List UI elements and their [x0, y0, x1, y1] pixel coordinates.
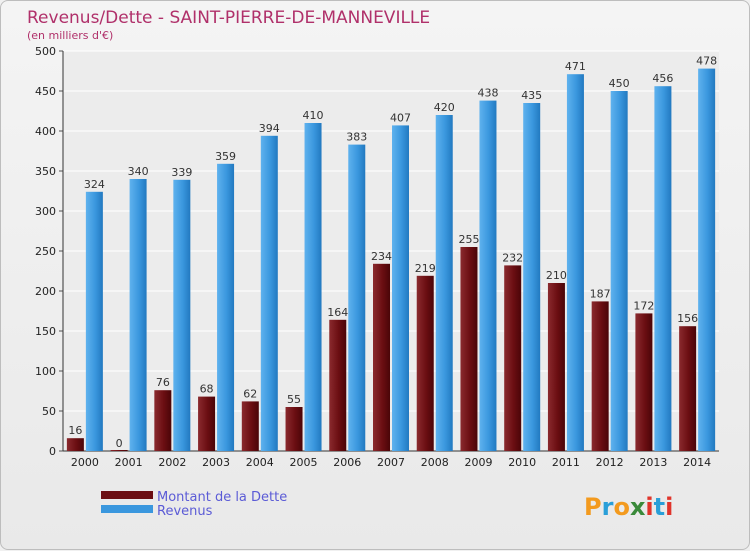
x-tick-label: 2004 — [246, 456, 274, 469]
chart-title: Revenus/Dette - SAINT-PIERRE-DE-MANNEVIL… — [27, 8, 430, 28]
debt-value-label: 55 — [287, 393, 301, 406]
x-tick-label: 2008 — [421, 456, 449, 469]
debt-value-label: 16 — [68, 424, 82, 437]
debt-bar — [416, 275, 434, 451]
revenue-bar — [85, 191, 103, 452]
revenue-value-label: 410 — [303, 109, 324, 122]
x-tick-label: 2012 — [596, 456, 624, 469]
legend-label-debt: Montant de la Dette — [157, 490, 287, 505]
y-tick-label: 100 — [35, 365, 56, 378]
debt-value-label: 210 — [546, 269, 567, 282]
revenue-bar — [260, 135, 278, 452]
debt-value-label: 164 — [327, 306, 348, 319]
y-tick-label: 250 — [35, 245, 56, 258]
revenue-value-label: 340 — [128, 165, 149, 178]
y-tick-label: 450 — [35, 85, 56, 98]
legend-label-revenue: Revenus — [157, 504, 213, 519]
x-tick-label: 2006 — [333, 456, 361, 469]
revenue-value-label: 471 — [565, 60, 586, 73]
debt-bar — [460, 247, 478, 451]
y-tick-label: 150 — [35, 325, 56, 338]
debt-value-label: 172 — [633, 299, 654, 312]
debt-bar — [591, 301, 609, 451]
revenue-value-label: 383 — [346, 131, 367, 144]
y-tick-label: 50 — [42, 405, 56, 418]
revenue-bar — [217, 163, 235, 452]
y-tick-label: 500 — [35, 45, 56, 58]
x-tick-label: 2014 — [683, 456, 711, 469]
revenue-value-label: 324 — [84, 178, 105, 191]
debt-bar — [285, 407, 303, 451]
debt-bar — [66, 438, 84, 451]
x-tick-label: 2011 — [552, 456, 580, 469]
x-tick-label: 2007 — [377, 456, 405, 469]
x-tick-label: 2003 — [202, 456, 230, 469]
revenue-value-label: 407 — [390, 111, 411, 124]
revenue-value-label: 438 — [477, 87, 498, 100]
debt-bar — [110, 450, 128, 451]
revenue-bar — [173, 179, 191, 452]
revenue-bar — [392, 125, 409, 452]
debt-bar — [547, 283, 565, 451]
revenue-value-label: 478 — [696, 55, 717, 68]
x-tick-label: 2009 — [464, 456, 492, 469]
debt-value-label: 156 — [677, 312, 698, 325]
debt-bar — [198, 396, 216, 451]
revenue-bar — [129, 179, 147, 451]
y-tick-label: 0 — [49, 445, 56, 458]
y-tick-label: 400 — [35, 125, 56, 138]
debt-value-label: 234 — [371, 250, 392, 263]
revenue-value-label: 456 — [652, 72, 673, 85]
revenue-bar — [348, 144, 366, 451]
revenue-value-label: 435 — [521, 89, 542, 102]
revenue-value-label: 450 — [609, 77, 630, 90]
debt-value-label: 255 — [458, 233, 479, 246]
x-tick-label: 2013 — [639, 456, 667, 469]
y-tick-label: 300 — [35, 205, 56, 218]
y-tick-label: 350 — [35, 165, 56, 178]
revenue-value-label: 339 — [171, 166, 192, 179]
legend-swatch-revenue — [101, 505, 153, 513]
debt-bar — [679, 326, 697, 451]
proxiti-logo: Proxiti — [584, 493, 673, 521]
x-tick-label: 2005 — [290, 456, 318, 469]
revenue-value-label: 420 — [434, 101, 455, 114]
revenue-value-label: 394 — [259, 122, 280, 135]
x-tick-label: 2001 — [115, 456, 143, 469]
revenue-bar — [435, 115, 453, 451]
revenue-bar — [698, 68, 716, 451]
debt-bar — [154, 390, 172, 451]
x-tick-label: 2002 — [158, 456, 186, 469]
debt-value-label: 62 — [243, 387, 257, 400]
revenue-bar — [523, 103, 541, 451]
debt-bar — [373, 263, 390, 451]
revenue-bar — [304, 123, 322, 451]
x-tick-label: 2010 — [508, 456, 536, 469]
revenue-value-label: 359 — [215, 150, 236, 163]
y-tick-label: 200 — [35, 285, 56, 298]
revenue-bar — [566, 74, 584, 451]
debt-value-label: 0 — [116, 437, 123, 450]
debt-bar — [241, 401, 259, 451]
debt-value-label: 187 — [590, 287, 611, 300]
debt-bar — [504, 265, 522, 451]
revenue-bar — [610, 91, 628, 451]
debt-value-label: 219 — [415, 262, 436, 275]
debt-bar — [329, 319, 347, 451]
debt-value-label: 68 — [200, 383, 214, 396]
debt-bar — [635, 313, 653, 451]
revenue-bar — [479, 100, 497, 451]
x-tick-label: 2000 — [71, 456, 99, 469]
debt-value-label: 76 — [156, 376, 170, 389]
debt-value-label: 232 — [502, 251, 523, 264]
legend-swatch-debt — [101, 491, 153, 499]
chart-subtitle: (en milliers d'€) — [27, 29, 113, 42]
revenue-bar — [654, 86, 672, 451]
